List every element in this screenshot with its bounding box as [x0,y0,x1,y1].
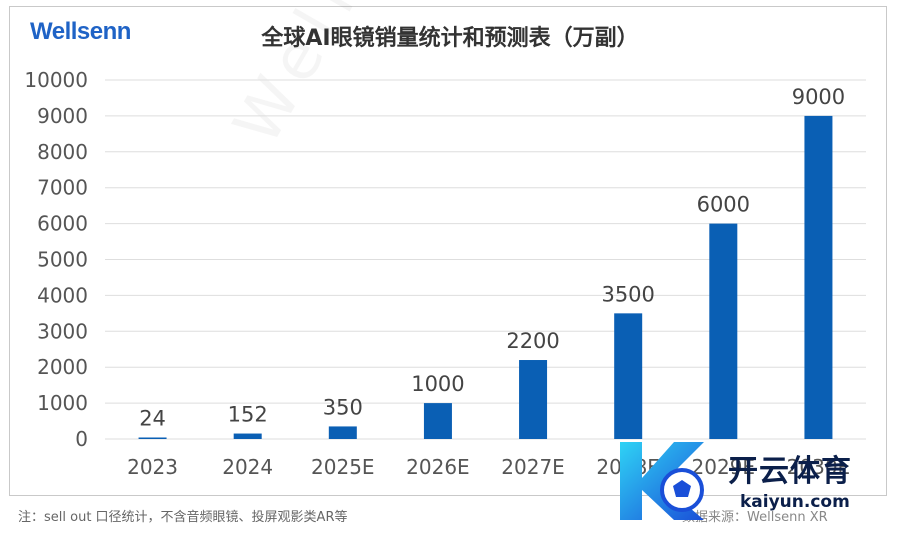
x-tick-label: 2025E [311,455,375,479]
y-tick-label: 2000 [37,355,88,379]
data-source: 数据来源：Wellsenn XR [682,510,828,525]
bar [138,437,167,439]
bar [519,360,548,439]
y-tick-label: 5000 [37,248,88,272]
y-tick-label: 6000 [37,212,88,236]
x-axis-ticks: 202320242025E2026E2027E2028E2029E2030E [127,455,850,479]
y-tick-label: 8000 [37,140,88,164]
y-tick-label: 9000 [37,104,88,128]
bars [138,115,833,440]
data-label: 3500 [601,282,654,306]
y-axis-ticks: 0 1000 2000 3000 4000 5000 6000 7000 8000 9000 100… [24,68,88,451]
y-tick-label: 0 [75,427,88,451]
data-label: 24 [139,407,166,431]
y-tick-label: 1000 [37,391,88,415]
bar [423,403,452,439]
x-tick-label: 2023 [127,455,178,479]
y-tick-label: 7000 [37,176,88,200]
bar [709,223,738,439]
data-label: 6000 [697,193,750,217]
footnote: 注：sell out 口径统计，不含音频眼镜、投屏观影类AR等 [18,510,348,525]
x-tick-label: 2029E [692,455,756,479]
bar [328,426,357,439]
bar [804,115,833,440]
y-tick-label: 3000 [37,319,88,343]
watermark-logo-icon [620,442,704,520]
watermark-brand: 开云体育 [728,454,852,489]
data-label: 152 [228,403,268,427]
data-labels: 24 152 350 1000 2200 3500 6000 9000 [139,85,845,431]
company-logo: Wellsenn [30,18,131,45]
x-tick-label: 2030E [787,455,851,479]
data-label: 2200 [506,329,559,353]
chart-title: 全球AI眼镜销量统计和预测表（万副） [261,26,639,51]
bar [233,433,262,439]
y-tick-label: 10000 [24,68,88,92]
bar [614,313,643,439]
x-tick-label: 2024 [222,455,273,479]
x-tick-label: 2026E [406,455,470,479]
data-label: 9000 [792,85,845,109]
x-tick-label: 2027E [501,455,565,479]
y-tick-label: 4000 [37,283,88,307]
data-label: 350 [323,395,363,419]
watermark-url: kaiyun.com [740,492,850,512]
grid-lines [105,79,866,440]
data-label: 1000 [411,372,464,396]
